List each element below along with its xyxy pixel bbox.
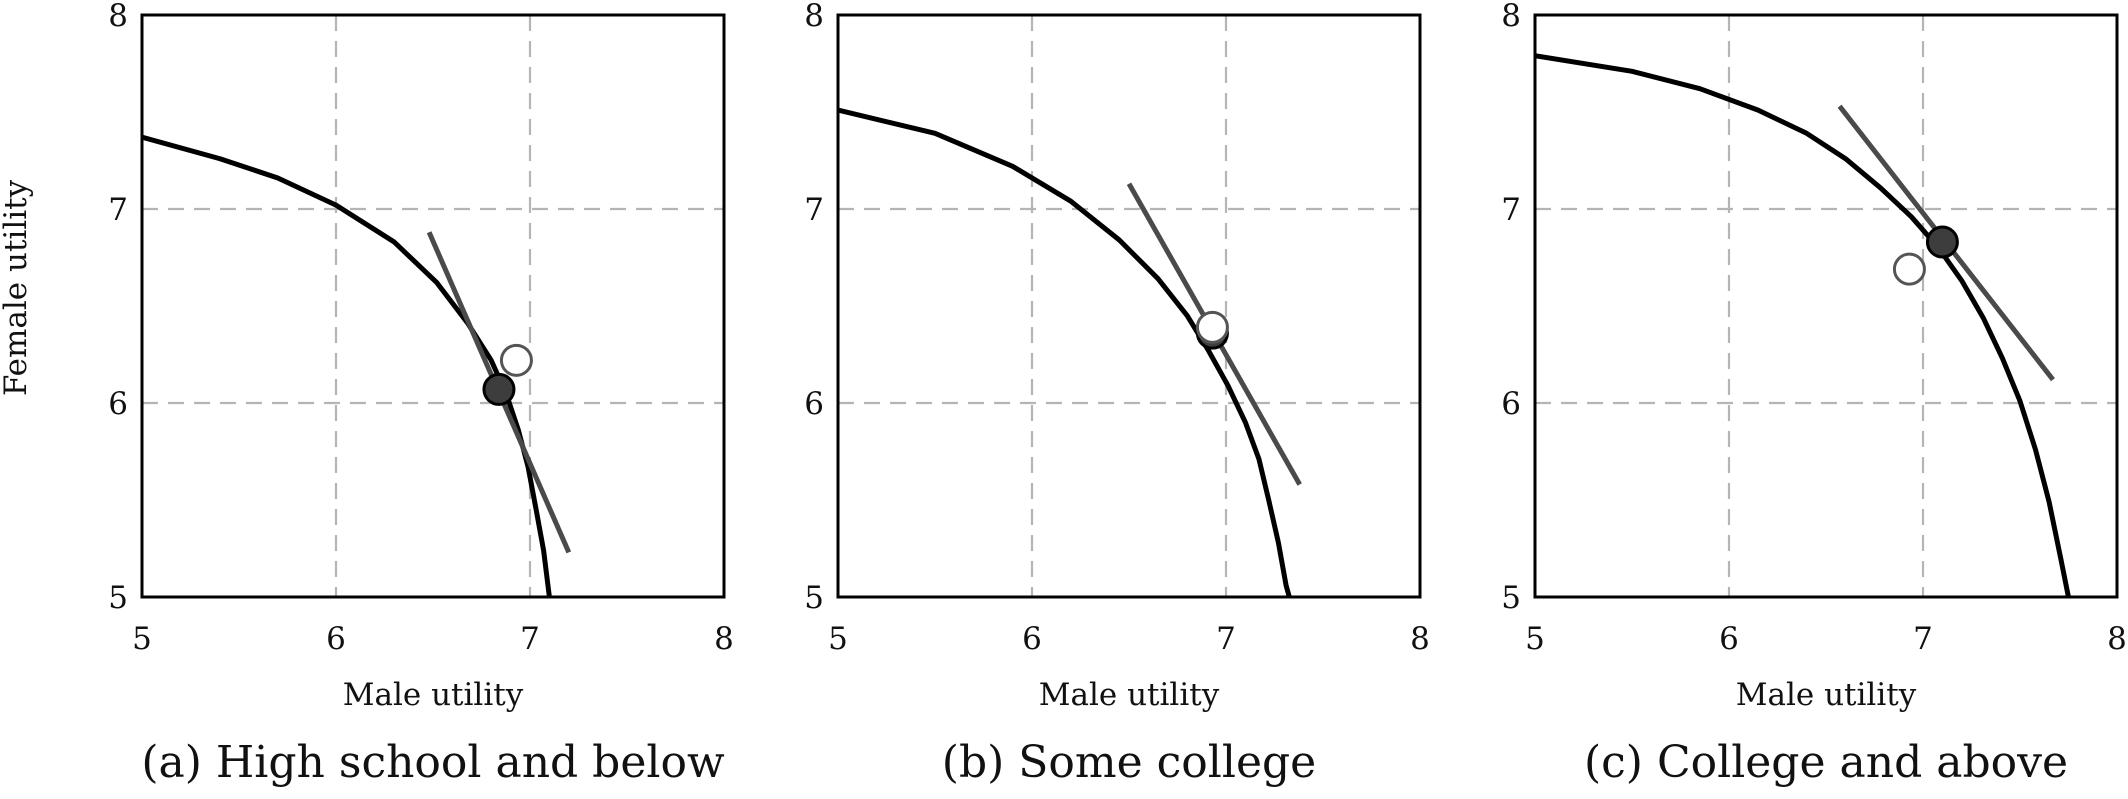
- y-tick-label-a-2: 7: [108, 192, 128, 228]
- y-tick-label-b-2: 7: [804, 192, 824, 228]
- panel-caption-b: (b) Some college: [942, 737, 1316, 788]
- x-axis-label-b: Male utility: [1039, 677, 1220, 713]
- plot-frame-b: [836, 13, 1422, 599]
- x-tick-label-a-1: 6: [326, 621, 346, 657]
- y-tick-label-a-3: 8: [108, 0, 128, 34]
- frontier-curve-c: [1535, 53, 2072, 597]
- y-tick-label-c-2: 7: [1501, 192, 1521, 228]
- y-tick-label-a-1: 6: [108, 386, 128, 422]
- plot-area-c: [1535, 53, 2072, 597]
- x-tick-label-b-2: 7: [1216, 621, 1236, 657]
- chart-panel-a: 5 6 7 8 5 6 7 8 Male utility (a) High school and …: [108, 0, 734, 788]
- frontier-curve-a: [142, 134, 552, 597]
- plot-area-a: [142, 134, 572, 597]
- y-tick-label-c-0: 5: [1501, 580, 1521, 616]
- chart-panel-b: 5 6 7 8 5 6 7 8 Male utility (b) Some college: [804, 0, 1430, 788]
- x-tick-label-a-3: 8: [714, 621, 734, 657]
- hollow-point-a: [499, 343, 533, 377]
- x-tick-label-a-2: 7: [520, 621, 540, 657]
- y-tick-label-a-0: 5: [108, 580, 128, 616]
- x-tick-label-c-1: 6: [1719, 621, 1739, 657]
- filled-point-c: [1925, 225, 1959, 259]
- y-tick-label-b-3: 8: [804, 0, 824, 34]
- y-axis-label: Female utility: [0, 179, 34, 396]
- x-tick-label-b-0: 5: [828, 621, 848, 657]
- panel-caption-c: (c) College and above: [1584, 737, 2068, 788]
- panel-caption-a: (a) High school and below: [141, 737, 725, 788]
- plot-frame-a: [140, 13, 726, 599]
- y-tick-label-c-3: 8: [1501, 0, 1521, 34]
- hollow-point-c: [1892, 252, 1926, 286]
- x-axis-label-a: Male utility: [343, 677, 524, 713]
- x-tick-label-b-3: 8: [1410, 621, 1430, 657]
- x-tick-label-c-2: 7: [1913, 621, 1933, 657]
- x-tick-label-c-0: 5: [1525, 621, 1545, 657]
- x-tick-label-b-1: 6: [1022, 621, 1042, 657]
- y-tick-label-b-1: 6: [804, 386, 824, 422]
- chart-panel-c: 5 6 7 8 5 6 7 8 Male utility (c) College and abov…: [1501, 0, 2127, 788]
- x-axis-label-c: Male utility: [1736, 677, 1917, 713]
- plot-area-b: [838, 107, 1302, 597]
- frontier-curve-b: [838, 107, 1292, 597]
- plot-frame-c: [1533, 13, 2119, 599]
- filled-point-a: [482, 372, 516, 406]
- hollow-point-b: [1195, 310, 1229, 344]
- y-tick-label-b-0: 5: [804, 580, 824, 616]
- x-tick-label-c-3: 8: [2107, 621, 2127, 657]
- x-tick-label-a-0: 5: [132, 621, 152, 657]
- y-tick-label-c-1: 6: [1501, 386, 1521, 422]
